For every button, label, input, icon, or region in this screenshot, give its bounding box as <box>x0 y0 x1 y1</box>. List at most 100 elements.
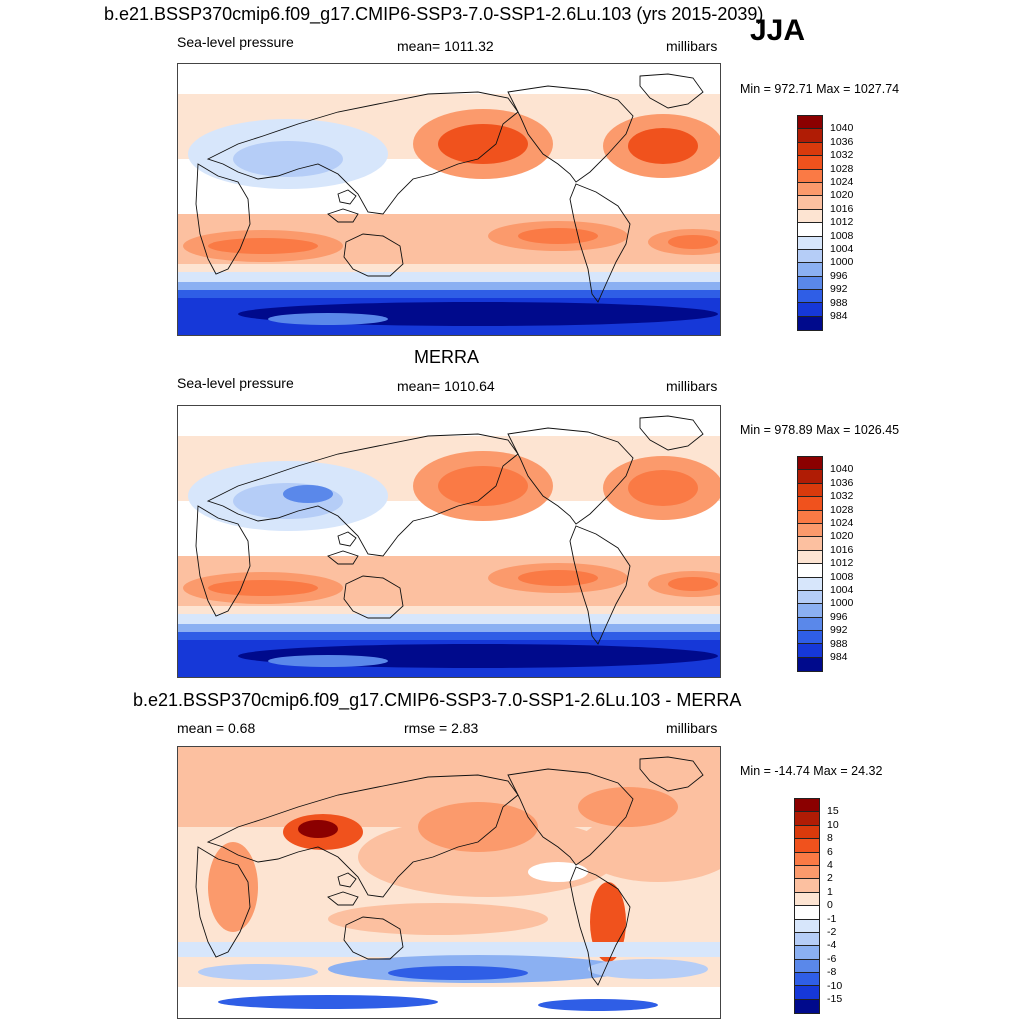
field-high <box>438 466 528 506</box>
field-high <box>668 577 718 591</box>
colorbar-tick-label: 984 <box>830 651 848 663</box>
colorbar-swatch <box>798 169 822 183</box>
field-high <box>208 238 318 254</box>
colorbar-swatch <box>795 959 819 974</box>
coastline <box>639 756 704 792</box>
coastline <box>343 575 404 619</box>
field-anomaly <box>418 802 538 852</box>
coastline <box>337 531 357 547</box>
colorbar-swatch <box>798 457 822 471</box>
colorbar-tick-label: 1024 <box>830 517 854 529</box>
colorbar-swatch <box>798 590 822 605</box>
field-high <box>518 228 598 244</box>
colorbar-swatch <box>798 631 822 645</box>
figure-title: b.e21.BSSP370cmip6.f09_g17.CMIP6-SSP3-7.… <box>104 4 764 24</box>
colorbar-tick-label: -4 <box>827 939 837 952</box>
colorbar-swatch <box>795 946 819 960</box>
panel-obs-field <box>178 406 720 677</box>
field-band <box>178 942 720 957</box>
colorbar-tick-label: 1016 <box>830 202 854 215</box>
colorbar-swatch <box>798 564 822 578</box>
colorbar-swatch <box>795 799 819 813</box>
field-anomaly <box>578 812 720 882</box>
panel-diff-mean: mean = 0.68 <box>177 720 256 736</box>
colorbar-swatch <box>798 510 822 524</box>
colorbar-swatch <box>798 537 822 551</box>
coastline <box>337 872 357 888</box>
colorbar-tick-label: 1020 <box>830 530 854 543</box>
field-anomaly <box>208 842 258 932</box>
field-anomaly <box>328 903 548 935</box>
colorbar-swatch <box>795 825 819 840</box>
colorbar-tick-label: 1036 <box>830 476 854 489</box>
colorbar-swatch <box>798 196 822 210</box>
coastline <box>343 233 404 277</box>
colorbar-tick-label: -2 <box>827 926 837 938</box>
colorbar-tick-label: 1008 <box>830 229 854 242</box>
colorbar-swatch <box>795 932 819 947</box>
panel-diff-title: b.e21.BSSP370cmip6.f09_g17.CMIP6-SSP3-7.… <box>133 690 742 710</box>
coastline <box>195 163 251 275</box>
colorbar-tick-label: 988 <box>830 296 848 309</box>
colorbar-swatch <box>795 839 819 853</box>
field-high <box>438 124 528 164</box>
panel-model-colorbar <box>797 115 823 332</box>
colorbar-tick-label: 1032 <box>830 490 854 503</box>
colorbar-swatch <box>798 483 822 498</box>
colorbar-swatch <box>795 906 819 920</box>
colorbar-swatch <box>798 497 822 511</box>
colorbar-tick-label: 1008 <box>830 570 854 583</box>
colorbar-tick-label: 1040 <box>830 122 854 135</box>
colorbar-swatch <box>798 316 822 331</box>
field-band <box>178 64 720 94</box>
colorbar-tick-label: 4 <box>827 859 833 871</box>
colorbar-swatch <box>795 986 819 1000</box>
coastline <box>639 415 704 451</box>
field-anomaly <box>578 787 678 827</box>
field-low <box>268 313 388 325</box>
colorbar-tick-label: 1012 <box>830 216 854 229</box>
colorbar-swatch <box>798 223 822 237</box>
colorbar-swatch <box>795 919 819 933</box>
field-high <box>208 580 318 596</box>
field-high <box>628 128 698 164</box>
field-high <box>628 470 698 506</box>
colorbar-swatch <box>798 644 822 658</box>
colorbar-swatch <box>795 812 819 826</box>
colorbar-tick-label: 6 <box>827 845 833 858</box>
field-band <box>178 632 720 640</box>
field-anomaly <box>588 959 708 979</box>
colorbar-swatch <box>798 303 822 317</box>
field-anomaly <box>218 995 438 1009</box>
coastline <box>195 505 251 617</box>
panel-obs-units: millibars <box>666 378 718 394</box>
colorbar-swatch <box>798 156 822 170</box>
coastline <box>343 916 404 960</box>
field-band <box>178 406 720 436</box>
colorbar-swatch <box>798 129 822 143</box>
panel-obs-mean: mean= 1010.64 <box>397 378 495 394</box>
colorbar-tick-label: 1024 <box>830 176 854 188</box>
coastline <box>327 891 359 906</box>
colorbar-swatch <box>795 879 819 893</box>
field-anomaly <box>198 964 318 980</box>
colorbar-tick-label: 1012 <box>830 557 854 570</box>
field-low <box>268 655 388 667</box>
colorbar-tick-label: 1004 <box>830 584 854 596</box>
colorbar-tick-label: 988 <box>830 637 848 650</box>
colorbar-swatch <box>798 617 822 632</box>
field-low <box>233 141 343 177</box>
coastline <box>507 768 634 866</box>
coastline <box>206 91 519 215</box>
colorbar-swatch <box>795 852 819 866</box>
field-band <box>178 614 720 624</box>
field-band <box>178 624 720 632</box>
colorbar-swatch <box>798 657 822 672</box>
colorbar-swatch <box>798 276 822 291</box>
panel-obs-title: MERRA <box>414 347 480 367</box>
coastline <box>507 427 634 525</box>
panel-diff-minmax: Min = -14.74 Max = 24.32 <box>740 764 883 778</box>
colorbar-tick-label: 1 <box>827 885 833 898</box>
panel-diff-units: millibars <box>666 720 718 736</box>
panel-model-minmax: Min = 972.71 Max = 1027.74 <box>740 82 900 96</box>
